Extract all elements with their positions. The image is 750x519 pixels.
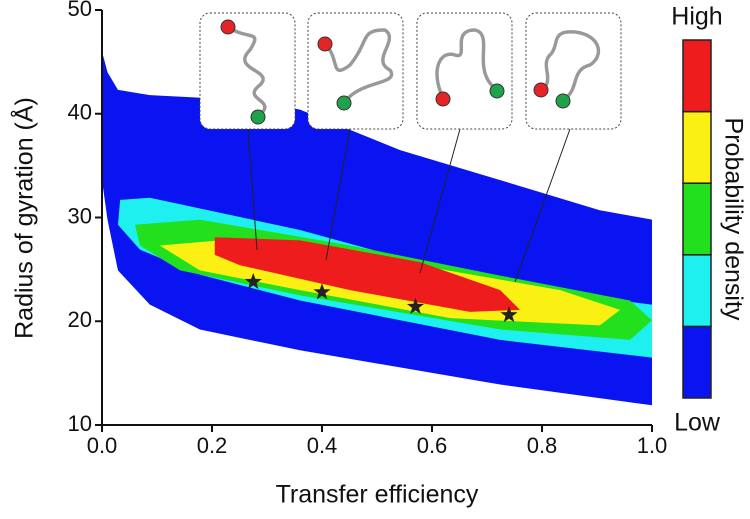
x-axis-label: Transfer efficiency bbox=[276, 481, 479, 509]
donor-dye bbox=[220, 19, 236, 35]
donor-dye bbox=[533, 82, 549, 98]
chain bbox=[435, 28, 499, 100]
x-tick-label: 0.6 bbox=[417, 433, 448, 458]
colorbar-segment bbox=[682, 325, 712, 399]
chain bbox=[227, 26, 267, 118]
acceptor-dye bbox=[555, 93, 571, 109]
connector bbox=[419, 128, 461, 274]
y-tick-label: 30 bbox=[68, 203, 92, 228]
y-tick-label: 10 bbox=[68, 411, 92, 436]
inset-box bbox=[199, 12, 296, 130]
star-marker bbox=[244, 272, 262, 290]
acceptor-dye bbox=[489, 83, 505, 99]
chain bbox=[540, 30, 601, 102]
y-tick-label: 40 bbox=[68, 100, 92, 125]
acceptor-dye bbox=[336, 95, 352, 111]
colorbar-segment bbox=[682, 254, 712, 328]
plot-area bbox=[102, 51, 652, 406]
colorbar-high: High bbox=[671, 3, 722, 31]
insets bbox=[199, 12, 622, 283]
colorbar-segment bbox=[682, 110, 712, 184]
colorbar-label: Probability density bbox=[719, 118, 747, 321]
star-marker bbox=[313, 283, 331, 300]
x-tick-label: 0.0 bbox=[87, 433, 118, 458]
star-marker bbox=[406, 297, 425, 315]
donor-dye bbox=[435, 91, 451, 107]
acceptor-dye bbox=[250, 109, 266, 125]
connector bbox=[325, 128, 351, 261]
x-tick-label: 0.4 bbox=[307, 433, 338, 458]
y-tick-label: 50 bbox=[68, 0, 92, 21]
y-axis-label: Radius of gyration (Å) bbox=[9, 97, 39, 339]
x-tick-label: 0.8 bbox=[527, 433, 558, 458]
y-tick-label: 20 bbox=[68, 307, 92, 332]
chain bbox=[324, 28, 394, 104]
star-marker bbox=[500, 306, 518, 323]
x-tick-label: 1.0 bbox=[637, 433, 668, 458]
connector bbox=[247, 128, 258, 251]
connector bbox=[514, 128, 571, 283]
density-region bbox=[214, 237, 520, 312]
colorbar-low: Low bbox=[674, 409, 721, 437]
inset-box bbox=[416, 12, 513, 130]
donor-dye bbox=[317, 36, 333, 52]
x-tick-label: 0.2 bbox=[197, 433, 228, 458]
colorbar-segment bbox=[682, 39, 712, 113]
colorbar-segment bbox=[682, 182, 712, 256]
